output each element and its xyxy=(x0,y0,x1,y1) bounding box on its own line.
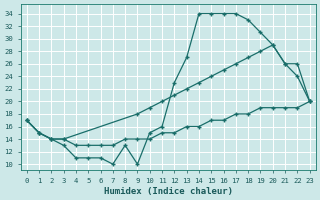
X-axis label: Humidex (Indice chaleur): Humidex (Indice chaleur) xyxy=(104,187,233,196)
